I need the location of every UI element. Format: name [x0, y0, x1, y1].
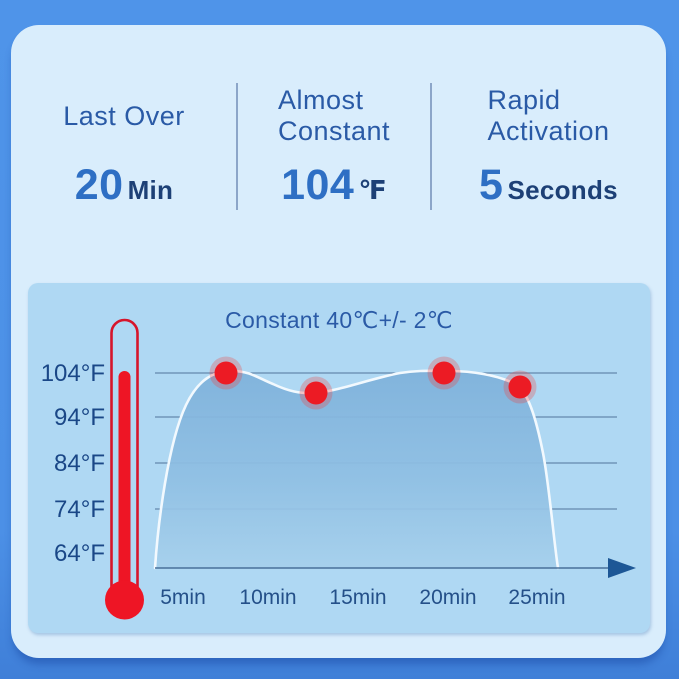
- data-point: [209, 356, 243, 390]
- x-tick-label: 5min: [160, 586, 206, 609]
- x-tick-label: 15min: [329, 586, 386, 609]
- chart-title: Constant 40℃+/- 2℃: [225, 307, 453, 333]
- stat-rapid-activation: Rapid Activation 5 Seconds: [431, 25, 666, 235]
- x-tick-label: 10min: [239, 586, 296, 609]
- x-axis-labels: 5min 10min 15min 20min 25min: [160, 586, 565, 609]
- y-tick-label: 64°F: [54, 540, 105, 567]
- stat-label-line: Rapid: [487, 85, 561, 115]
- y-tick-label: 94°F: [54, 404, 105, 431]
- y-tick-label: 74°F: [54, 496, 105, 523]
- stat-label: Almost Constant: [278, 83, 390, 149]
- y-axis-labels: 104°F 94°F 84°F 74°F 64°F: [41, 360, 105, 567]
- data-points: [209, 356, 537, 410]
- thermometer-icon: [105, 318, 144, 620]
- x-tick-label: 25min: [508, 586, 565, 609]
- main-panel: Last Over 20 Min Almost Constant 104 ℉: [11, 25, 666, 658]
- temperature-area-series: [153, 369, 560, 570]
- y-tick-label: 104°F: [41, 360, 105, 387]
- stat-value: 20 Min: [75, 161, 174, 210]
- stat-label: Rapid Activation: [487, 83, 609, 149]
- arrow-right-icon: [608, 558, 636, 578]
- temperature-curve-plot: 104°F 94°F 84°F 74°F 64°F 5min 10min 15m…: [41, 318, 636, 620]
- stat-value-unit: Min: [127, 175, 174, 205]
- stat-label-line: Activation: [487, 116, 610, 146]
- data-point: [299, 376, 333, 410]
- x-tick-label: 20min: [419, 586, 476, 609]
- stat-label: Last Over: [63, 83, 185, 149]
- data-point: [427, 356, 461, 390]
- stat-value-number: 104: [281, 161, 355, 209]
- temperature-chart: 104°F 94°F 84°F 74°F 64°F 5min 10min 15m…: [28, 283, 650, 633]
- stat-value-unit: ℉: [358, 175, 387, 205]
- y-tick-label: 84°F: [54, 450, 105, 477]
- column-divider: [430, 83, 432, 210]
- stat-value: 104 ℉: [281, 161, 387, 210]
- stat-label-line: Constant: [277, 116, 391, 146]
- stat-label-line: Last Over: [63, 100, 185, 131]
- stat-last-over: Last Over 20 Min: [11, 25, 237, 235]
- stat-label-line: Almost: [277, 85, 364, 115]
- data-point: [503, 370, 537, 404]
- column-divider: [236, 83, 238, 210]
- stat-value: 5 Seconds: [479, 161, 618, 210]
- stat-value-number: 5: [479, 161, 504, 209]
- stat-value-unit: Seconds: [507, 175, 618, 205]
- stat-value-number: 20: [74, 161, 124, 209]
- stat-almost-constant: Almost Constant 104 ℉: [237, 25, 431, 235]
